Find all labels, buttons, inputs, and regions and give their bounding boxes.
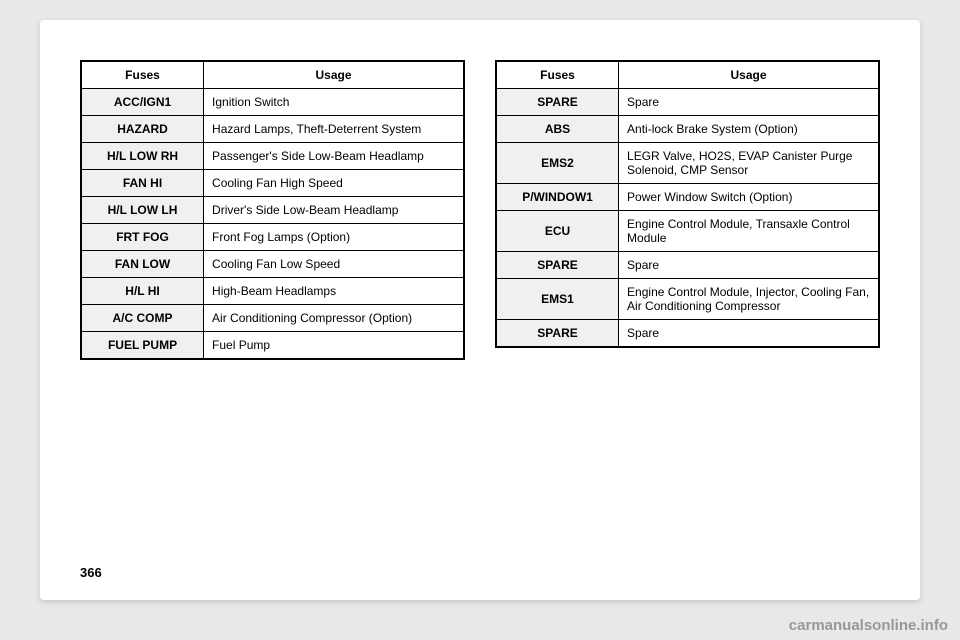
fuse-cell: EMS1	[496, 279, 619, 320]
usage-cell: Power Window Switch (Option)	[619, 184, 879, 211]
usage-cell: Engine Control Module, Injector, Cooling…	[619, 279, 879, 320]
table-row: ECUEngine Control Module, Transaxle Cont…	[496, 211, 879, 252]
table-row: ACC/IGN1Ignition Switch	[81, 89, 464, 116]
table-row: FAN HICooling Fan High Speed	[81, 170, 464, 197]
table-row: SPARESpare	[496, 320, 879, 348]
usage-cell: Driver's Side Low-Beam Headlamp	[204, 197, 464, 224]
usage-cell: LEGR Valve, HO2S, EVAP Canister Purge So…	[619, 143, 879, 184]
fuse-cell: A/C COMP	[81, 305, 204, 332]
usage-cell: Air Conditioning Compressor (Option)	[204, 305, 464, 332]
usage-cell: High-Beam Headlamps	[204, 278, 464, 305]
table-row: H/L HIHigh-Beam Headlamps	[81, 278, 464, 305]
table-row: EMS2LEGR Valve, HO2S, EVAP Canister Purg…	[496, 143, 879, 184]
fuse-cell: SPARE	[496, 252, 619, 279]
table-header-row: Fuses Usage	[81, 61, 464, 89]
table-row: FUEL PUMPFuel Pump	[81, 332, 464, 360]
usage-cell: Anti-lock Brake System (Option)	[619, 116, 879, 143]
fuse-cell: ECU	[496, 211, 619, 252]
table-row: FRT FOGFront Fog Lamps (Option)	[81, 224, 464, 251]
fuse-cell: FUEL PUMP	[81, 332, 204, 360]
header-fuses: Fuses	[81, 61, 204, 89]
page-number: 366	[80, 565, 102, 580]
watermark-text: carmanualsonline.info	[789, 617, 948, 634]
fuse-cell: ABS	[496, 116, 619, 143]
table-row: A/C COMPAir Conditioning Compressor (Opt…	[81, 305, 464, 332]
usage-cell: Fuel Pump	[204, 332, 464, 360]
fuse-cell: SPARE	[496, 320, 619, 348]
table-row: SPARESpare	[496, 252, 879, 279]
table-header-row: Fuses Usage	[496, 61, 879, 89]
fuse-cell: H/L LOW LH	[81, 197, 204, 224]
fuse-cell: H/L HI	[81, 278, 204, 305]
usage-cell: Hazard Lamps, Theft-Deterrent System	[204, 116, 464, 143]
fuse-table-left: Fuses Usage ACC/IGN1Ignition SwitchHAZAR…	[80, 60, 465, 360]
usage-cell: Spare	[619, 320, 879, 348]
table-row: ABSAnti-lock Brake System (Option)	[496, 116, 879, 143]
usage-cell: Cooling Fan High Speed	[204, 170, 464, 197]
fuse-cell: ACC/IGN1	[81, 89, 204, 116]
fuse-cell: FAN HI	[81, 170, 204, 197]
usage-cell: Front Fog Lamps (Option)	[204, 224, 464, 251]
usage-cell: Spare	[619, 89, 879, 116]
table-row: H/L LOW RHPassenger's Side Low-Beam Head…	[81, 143, 464, 170]
header-usage: Usage	[204, 61, 464, 89]
fuse-cell: FAN LOW	[81, 251, 204, 278]
table-row: P/WINDOW1Power Window Switch (Option)	[496, 184, 879, 211]
fuse-cell: HAZARD	[81, 116, 204, 143]
right-column: Fuses Usage SPARESpareABSAnti-lock Brake…	[495, 60, 880, 360]
manual-page: Fuses Usage ACC/IGN1Ignition SwitchHAZAR…	[40, 20, 920, 600]
usage-cell: Engine Control Module, Transaxle Control…	[619, 211, 879, 252]
table-row: HAZARDHazard Lamps, Theft-Deterrent Syst…	[81, 116, 464, 143]
fuse-cell: EMS2	[496, 143, 619, 184]
header-usage: Usage	[619, 61, 879, 89]
fuse-cell: H/L LOW RH	[81, 143, 204, 170]
table-columns: Fuses Usage ACC/IGN1Ignition SwitchHAZAR…	[80, 60, 880, 360]
fuse-cell: FRT FOG	[81, 224, 204, 251]
table-row: SPARESpare	[496, 89, 879, 116]
table-row: H/L LOW LHDriver's Side Low-Beam Headlam…	[81, 197, 464, 224]
usage-cell: Spare	[619, 252, 879, 279]
fuse-table-right: Fuses Usage SPARESpareABSAnti-lock Brake…	[495, 60, 880, 348]
table-row: FAN LOWCooling Fan Low Speed	[81, 251, 464, 278]
table-row: EMS1Engine Control Module, Injector, Coo…	[496, 279, 879, 320]
header-fuses: Fuses	[496, 61, 619, 89]
usage-cell: Cooling Fan Low Speed	[204, 251, 464, 278]
fuse-cell: SPARE	[496, 89, 619, 116]
usage-cell: Passenger's Side Low-Beam Headlamp	[204, 143, 464, 170]
usage-cell: Ignition Switch	[204, 89, 464, 116]
fuse-cell: P/WINDOW1	[496, 184, 619, 211]
left-column: Fuses Usage ACC/IGN1Ignition SwitchHAZAR…	[80, 60, 465, 360]
